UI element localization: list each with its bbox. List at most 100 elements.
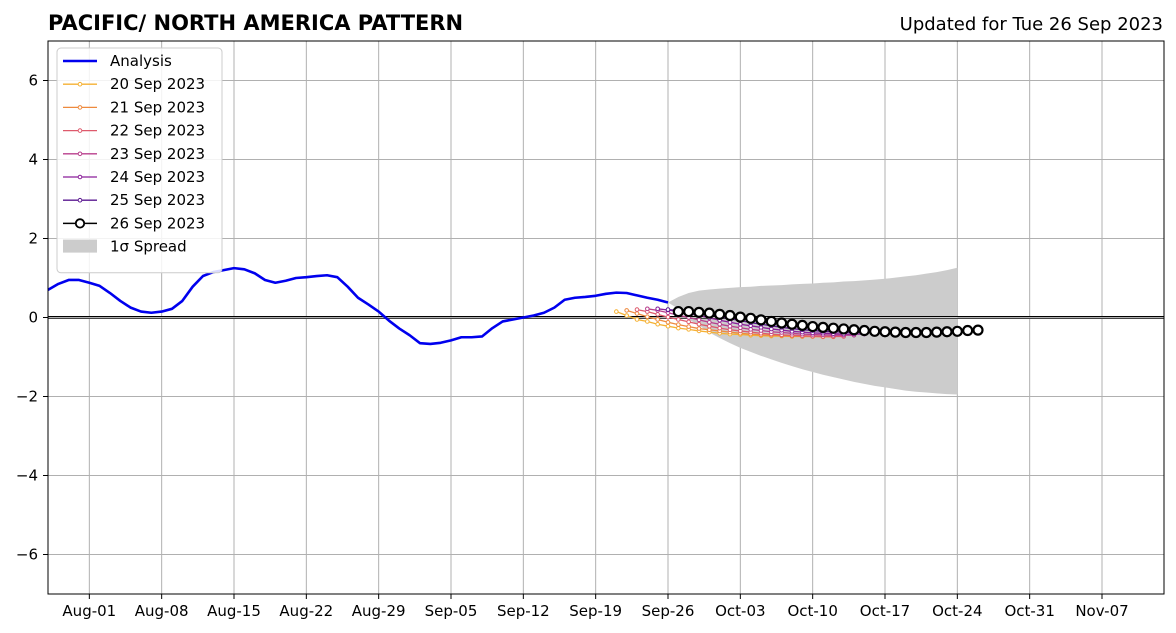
y-tick-label: 6 <box>28 72 38 90</box>
x-tick-label: Nov-07 <box>1075 602 1128 620</box>
forecast-point <box>962 324 974 337</box>
forecast-point <box>686 319 691 325</box>
forecast-point <box>665 314 671 320</box>
legend-box <box>56 47 223 274</box>
forecast-point <box>707 323 712 329</box>
forecast-point <box>941 326 953 338</box>
forecast-point <box>665 307 671 312</box>
forecast-point <box>645 314 650 320</box>
legend-swatch-marker <box>77 151 83 157</box>
forecast-point <box>755 314 767 326</box>
legend-swatch-marker <box>77 174 83 180</box>
x-tick-label: Sep-05 <box>425 602 478 620</box>
x-tick-label: Aug-15 <box>207 602 261 620</box>
x-tick-label: Oct-03 <box>715 602 765 620</box>
x-tick-label: Aug-01 <box>62 602 116 620</box>
forecast-point <box>683 305 695 318</box>
y-tick-label: −2 <box>16 388 38 406</box>
legend-swatch-spread <box>63 239 97 253</box>
x-tick-label: Oct-24 <box>932 602 982 620</box>
forecast-point <box>614 309 619 314</box>
forecast-point <box>972 324 984 336</box>
legend-label: 23 Sep 2023 <box>110 145 205 163</box>
y-tick-label: 4 <box>28 151 38 169</box>
forecast-point <box>634 307 640 312</box>
x-tick-label: Oct-10 <box>787 602 837 620</box>
forecast-point <box>765 315 777 328</box>
forecast-point <box>665 319 671 325</box>
forecast-point <box>734 311 746 323</box>
y-tick-label: 0 <box>28 309 38 327</box>
forecast-point <box>727 323 733 329</box>
forecast-point <box>889 326 901 338</box>
x-tick-label: Sep-26 <box>642 602 695 620</box>
legend-label: Analysis <box>110 52 172 70</box>
legend-label: 26 Sep 2023 <box>110 214 205 232</box>
x-tick-label: Aug-29 <box>352 602 406 620</box>
forecast-point <box>672 305 684 318</box>
forecast-point <box>920 326 932 339</box>
legend-label: 24 Sep 2023 <box>110 168 205 186</box>
analysis-line <box>47 266 669 346</box>
forecast-point <box>848 324 860 336</box>
forecast-series <box>614 305 984 340</box>
forecast-point <box>645 306 650 312</box>
legend-label: 22 Sep 2023 <box>110 122 205 140</box>
forecast-point <box>724 309 736 322</box>
chart-subtitle: Updated for Tue 26 Sep 2023 <box>900 14 1163 35</box>
forecast-point <box>703 307 715 319</box>
forecast-point <box>696 321 702 327</box>
forecast-point <box>665 323 671 329</box>
x-tick-label: Aug-22 <box>279 602 333 620</box>
forecast-point <box>879 326 891 338</box>
y-tick-label: −6 <box>16 546 38 564</box>
forecast-point <box>645 319 650 324</box>
zero-line <box>48 316 1164 319</box>
legend-label: 20 Sep 2023 <box>110 75 205 93</box>
forecast-point <box>951 325 963 337</box>
x-tick-label: Aug-08 <box>135 602 189 620</box>
forecast-point <box>676 317 681 322</box>
forecast-point <box>655 312 660 317</box>
legend-label: 21 Sep 2023 <box>110 98 205 116</box>
forecast-point <box>714 308 726 320</box>
legend: Analysis 20 Sep 2023 21 Sep 2023 22 Sep 202… <box>56 47 223 274</box>
legend-label: 25 Sep 2023 <box>110 191 205 209</box>
legend-swatch-marker <box>77 128 83 133</box>
forecast-point <box>786 318 798 330</box>
forecast-point <box>655 321 660 327</box>
forecast-point <box>807 320 819 333</box>
axes: Aug-01 Aug-08 Aug-15 Aug-22 Aug-29 Sep-05 Sep-… <box>16 40 1165 620</box>
forecast-point <box>817 321 829 333</box>
forecast-point <box>693 306 705 318</box>
forecast-point <box>717 325 722 331</box>
forecast-point <box>745 312 757 324</box>
forecast-point <box>931 326 943 338</box>
x-tick-label: Oct-31 <box>1004 602 1054 620</box>
legend-swatch-marker <box>77 197 83 203</box>
forecast-point <box>796 319 808 331</box>
forecast-point <box>696 326 702 331</box>
legend-swatch-marker <box>77 105 83 110</box>
forecast-point <box>910 326 922 339</box>
forecast-point <box>676 322 681 327</box>
y-tick-label: −4 <box>16 467 38 485</box>
forecast-point <box>838 323 850 335</box>
forecast-point <box>634 317 640 322</box>
forecast-point <box>655 306 660 312</box>
forecast-point <box>655 317 660 322</box>
x-tick-label: Sep-19 <box>569 602 622 620</box>
chart-title: PACIFIC/ NORTH AMERICA PATTERN <box>48 11 463 35</box>
forecast-point <box>827 322 839 334</box>
x-tick-label: Oct-17 <box>860 602 910 620</box>
forecast-point <box>858 324 870 337</box>
forecast-point <box>624 313 629 318</box>
forecast-point <box>776 317 788 329</box>
forecast-point <box>686 324 691 329</box>
forecast-point <box>634 311 640 316</box>
forecast-point <box>900 326 912 339</box>
legend-label: 1σ Spread <box>110 238 187 256</box>
forecast-point <box>717 321 722 327</box>
y-tick-label: 2 <box>28 230 38 248</box>
